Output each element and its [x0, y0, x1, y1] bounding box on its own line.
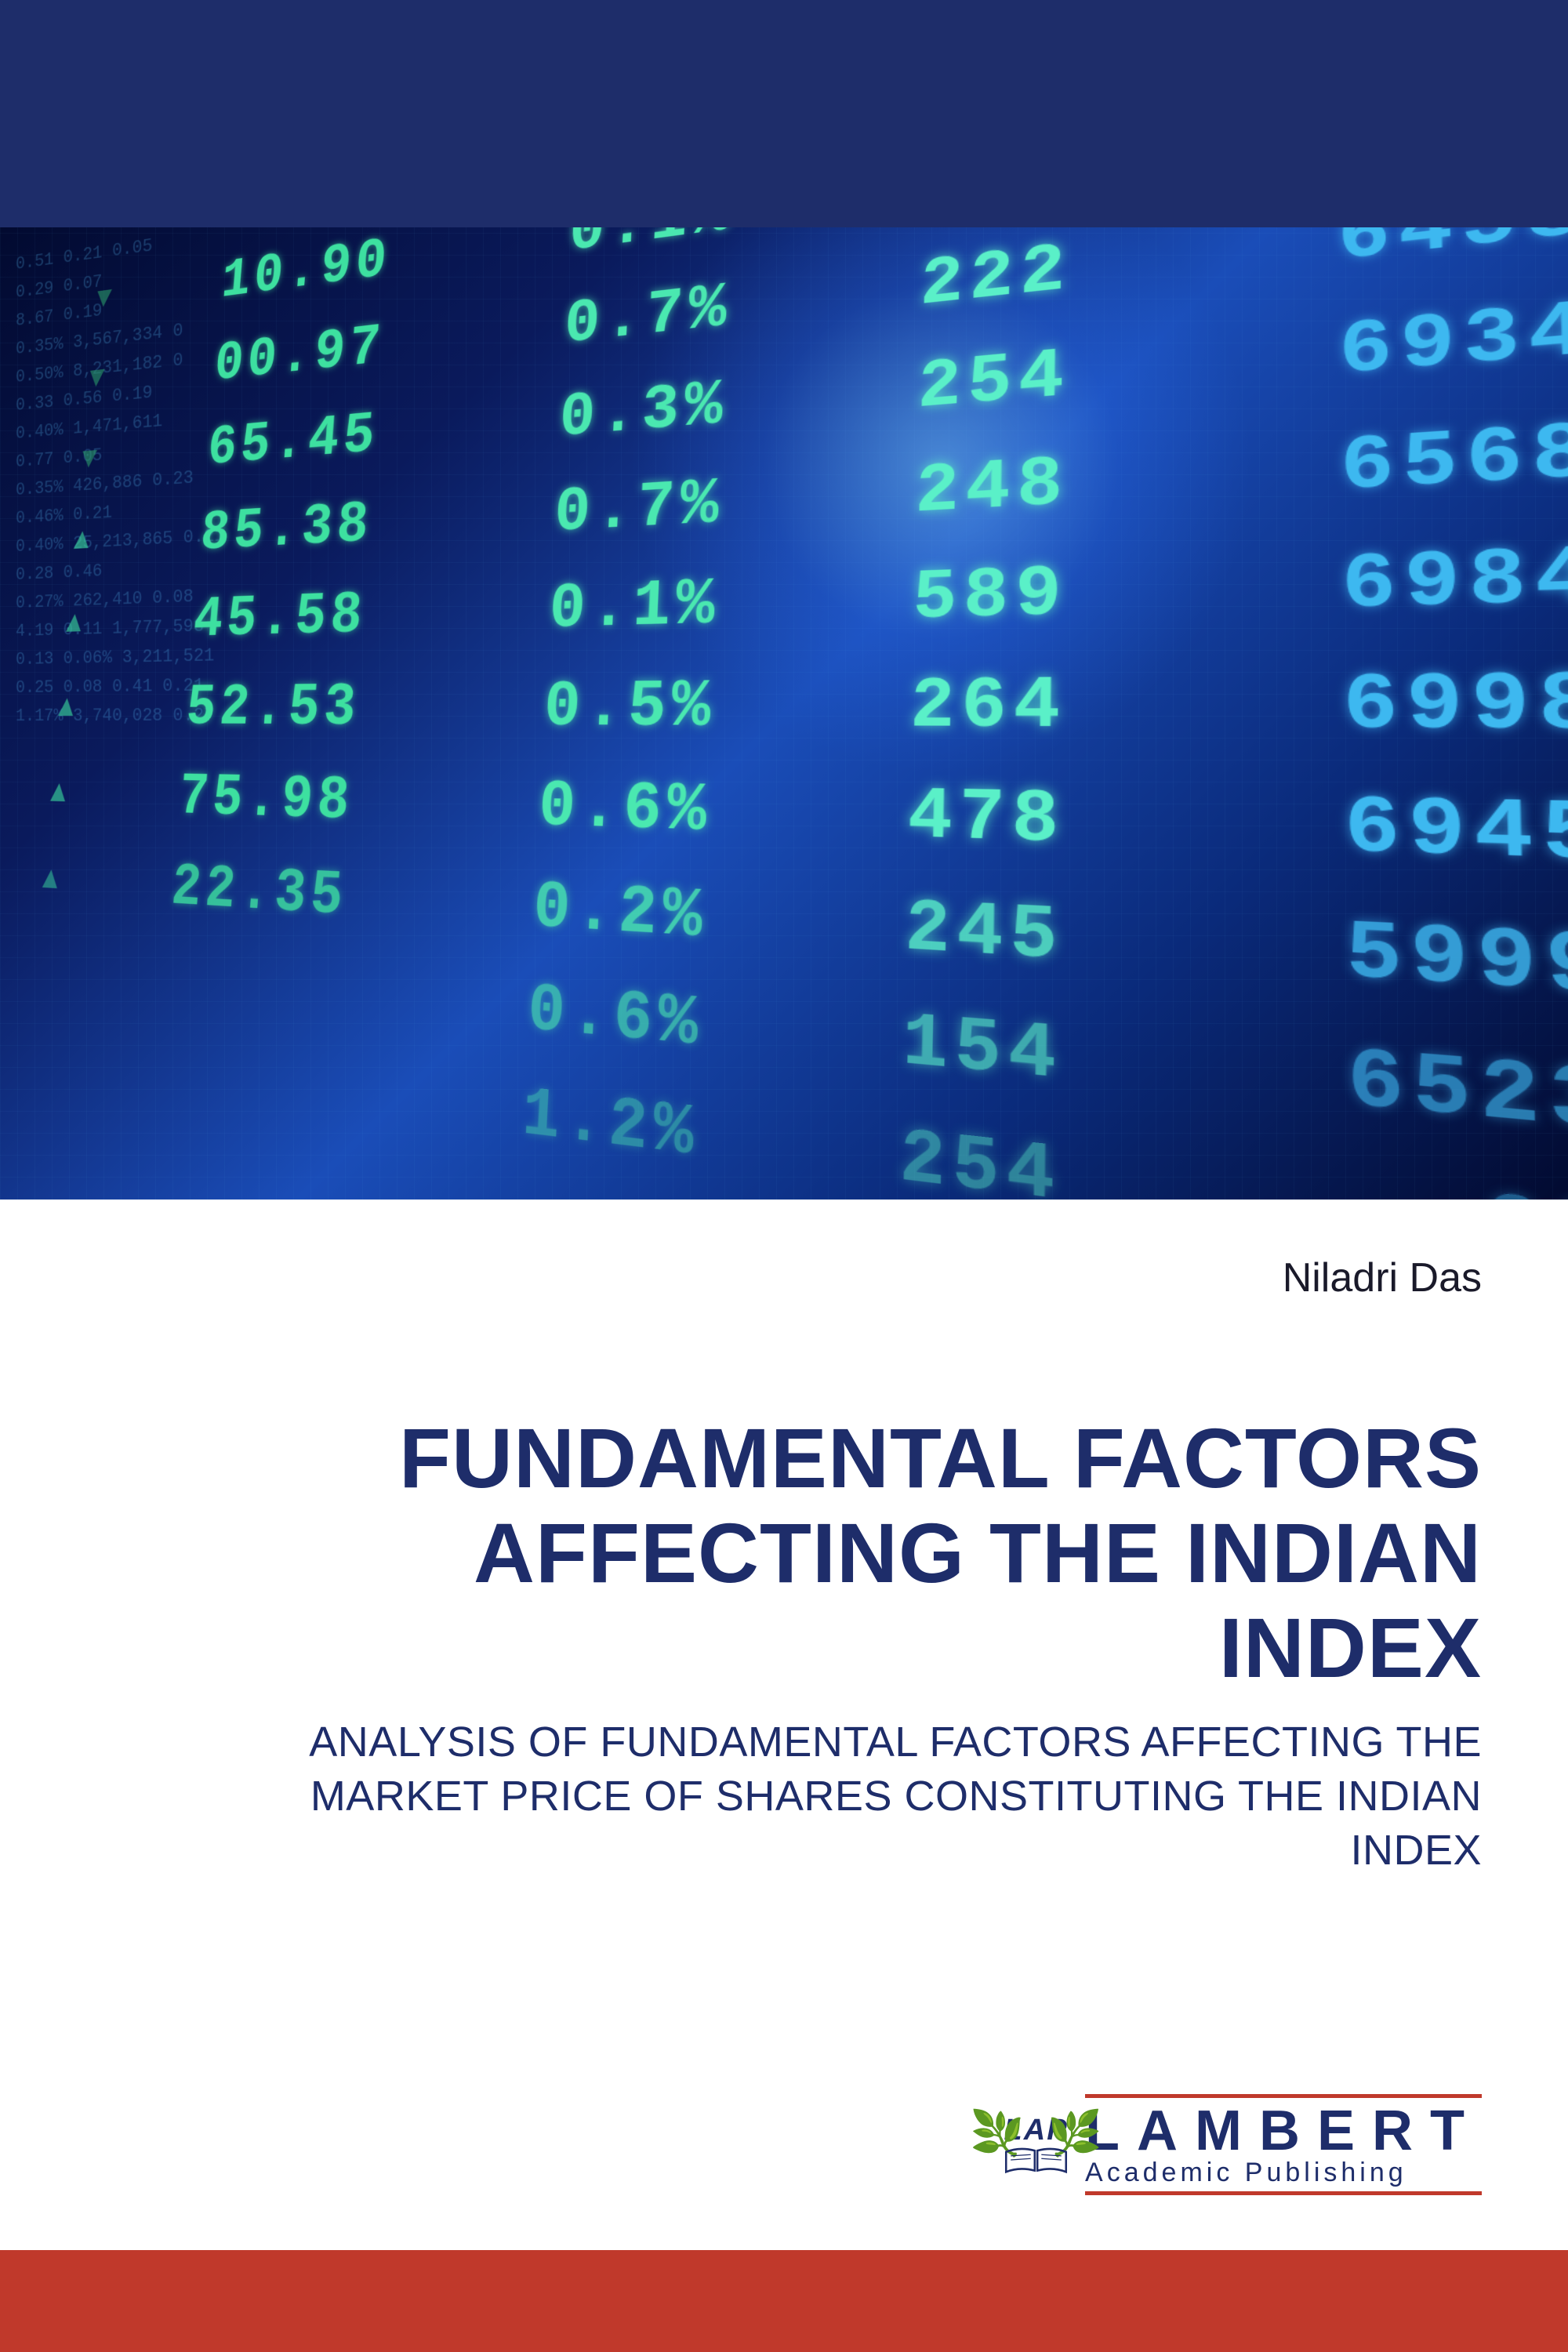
stock-value: 65.45	[114, 402, 381, 487]
direction-icon: ▲	[42, 691, 96, 726]
cover-text-block: Niladri Das FUNDAMENTAL FACTORS AFFECTIN…	[86, 1254, 1482, 1878]
direction-icon: ▲	[49, 606, 103, 642]
publisher-logo: 🌿 🌿 LAP LAMBERT Academic Publishing	[1003, 2094, 1482, 2195]
direction-icon: ▼	[80, 279, 132, 319]
stock-value: 85.38	[106, 492, 375, 570]
direction-icon	[19, 967, 70, 971]
stock-col3: 248	[723, 445, 1070, 541]
stock-value: 45.58	[99, 583, 369, 655]
stock-value: 75.98	[83, 763, 356, 837]
stock-percent: 1.2%	[332, 1057, 701, 1177]
author-name: Niladri Das	[86, 1254, 1482, 1301]
stock-value	[70, 971, 340, 994]
stock-value: 52.53	[91, 674, 363, 742]
stock-board-image: 0.51 0.21 0.050.29 0.078.67 0.190.35% 3,…	[0, 227, 1568, 1200]
stock-percent: 0.2%	[345, 862, 710, 957]
stock-col3: 154	[702, 986, 1063, 1102]
stock-col4: 6945	[1065, 779, 1568, 884]
publisher-name: LAMBERT	[1085, 2103, 1482, 2159]
direction-icon	[10, 1054, 62, 1061]
publisher-icon: 🌿 🌿 LAP	[1003, 2114, 1069, 2176]
publisher-text: LAMBERT Academic Publishing	[1085, 2094, 1482, 2195]
direction-icon: ▲	[57, 523, 111, 561]
stock-col4: 6998	[1066, 659, 1568, 753]
stock-col3: 254	[727, 337, 1071, 441]
book-subtitle: ANALYSIS OF FUNDAMENTAL FACTORS AFFECTIN…	[86, 1715, 1482, 1878]
direction-icon: ▲	[33, 775, 87, 812]
stock-percent: 0.6%	[351, 768, 713, 851]
direction-icon: ▼	[64, 441, 118, 479]
top-bar	[0, 0, 1568, 227]
stock-col4: 6568	[1069, 408, 1568, 524]
stock-value	[62, 1061, 334, 1093]
stock-col4: 6984	[1068, 533, 1568, 636]
stock-col3: 478	[710, 774, 1066, 864]
stock-rows: ▼10.900.1%59464583652▼00.970.7%222645839…	[0, 227, 1568, 1200]
stock-col4: 5999	[1064, 895, 1568, 1019]
stock-percent: 0.7%	[370, 468, 725, 558]
bottom-bar	[0, 2250, 1568, 2352]
direction-icon: ▲	[25, 862, 79, 901]
book-title: FUNDAMENTAL FACTORS AFFECTING THE INDIAN…	[86, 1411, 1482, 1696]
stock-percent: 0.1%	[364, 568, 721, 650]
stock-col3: 245	[706, 879, 1065, 982]
stock-col3: 264	[715, 666, 1068, 749]
direction-icon: ▼	[72, 359, 125, 398]
open-book-icon	[1003, 2144, 1069, 2176]
stock-value: 22.35	[75, 850, 350, 932]
stock-percent: 0.5%	[358, 670, 717, 746]
stock-col3: 589	[719, 554, 1069, 643]
